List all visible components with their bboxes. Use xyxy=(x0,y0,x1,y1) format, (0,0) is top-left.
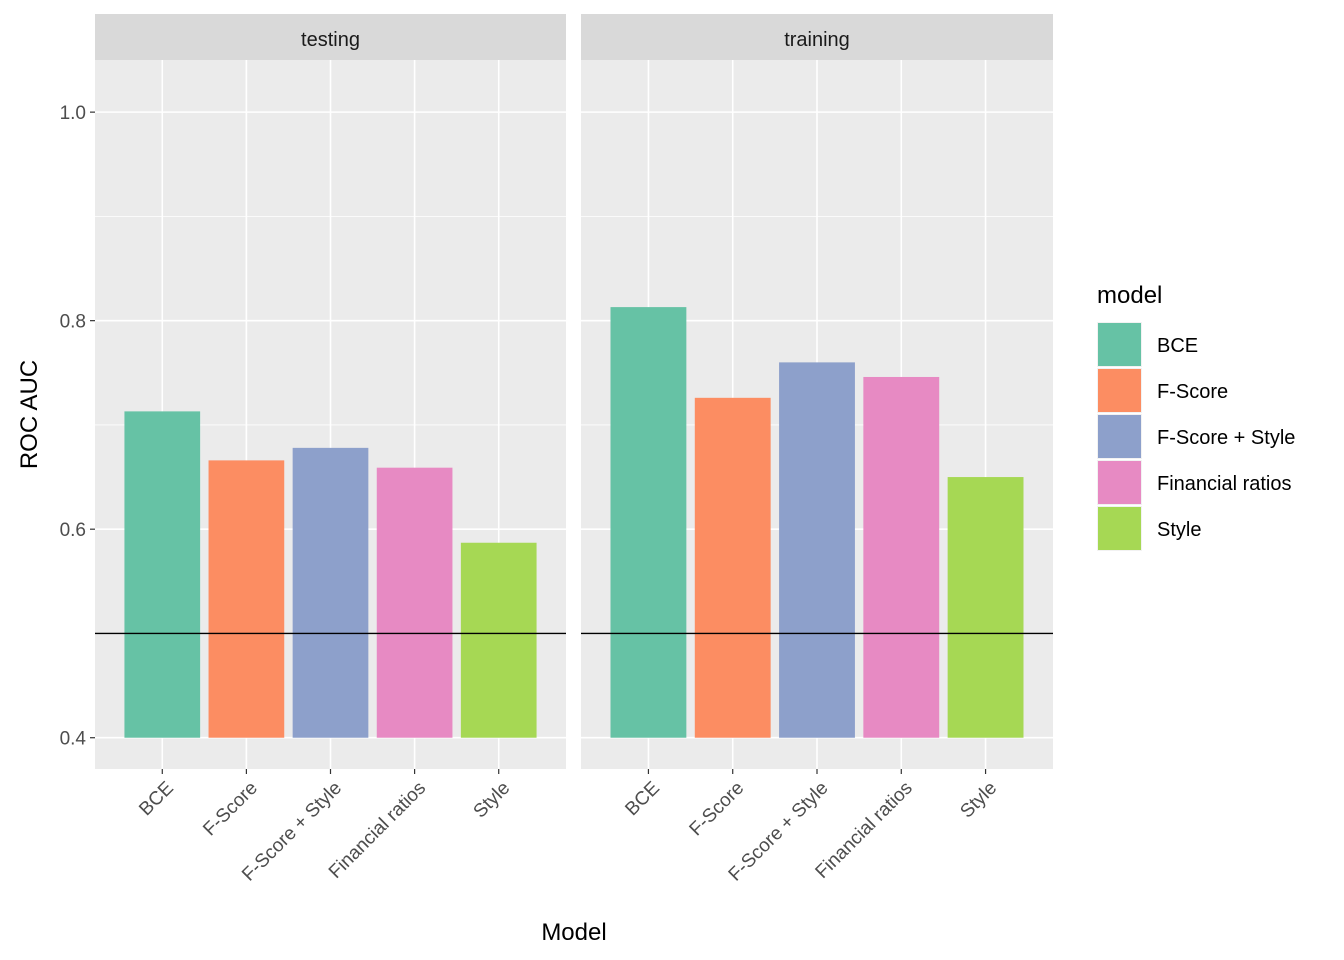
x-axis-title: Model xyxy=(541,919,606,946)
y-tick-label: 0.4 xyxy=(60,729,87,750)
bar-training-1 xyxy=(694,397,771,738)
legend-title: model xyxy=(1097,282,1162,309)
bar-testing-4 xyxy=(460,542,537,738)
y-tick-label: 0.8 xyxy=(60,312,86,333)
bar-testing-1 xyxy=(208,460,285,738)
bar-testing-0 xyxy=(124,411,201,738)
legend-label: BCE xyxy=(1157,335,1198,357)
x-tick-label: Style xyxy=(470,778,515,823)
y-axis-title: ROC AUC xyxy=(16,360,43,469)
facet-strip xyxy=(581,14,1053,60)
facet-strip xyxy=(95,14,566,60)
y-tick-label: 0.6 xyxy=(60,520,86,541)
bar-testing-2 xyxy=(292,447,369,738)
bar-training-2 xyxy=(779,362,855,738)
legend-swatch xyxy=(1098,461,1141,504)
legend-label: F-Score xyxy=(1157,381,1228,403)
legend-label: Financial ratios xyxy=(1157,473,1292,495)
facet-strip-label: testing xyxy=(301,29,360,51)
x-tick-label: F-Score xyxy=(199,778,262,841)
x-tick-label: BCE xyxy=(621,778,663,820)
legend-label: F-Score + Style xyxy=(1157,427,1295,449)
bar-training-4 xyxy=(947,477,1024,738)
legend-swatch xyxy=(1098,369,1141,412)
x-tick-label: F-Score xyxy=(686,778,749,841)
legend-swatch xyxy=(1098,323,1141,366)
bar-training-3 xyxy=(863,376,940,738)
legend-swatch xyxy=(1098,415,1141,458)
facet-strip-label: training xyxy=(784,29,850,51)
x-tick-label: Style xyxy=(956,778,1001,823)
y-tick-label: 1.0 xyxy=(60,103,86,124)
bar-testing-3 xyxy=(376,467,453,738)
bar-training-0 xyxy=(610,307,687,738)
x-tick-label: BCE xyxy=(135,778,177,820)
legend-label: Style xyxy=(1157,519,1201,541)
legend-swatch xyxy=(1098,507,1141,550)
